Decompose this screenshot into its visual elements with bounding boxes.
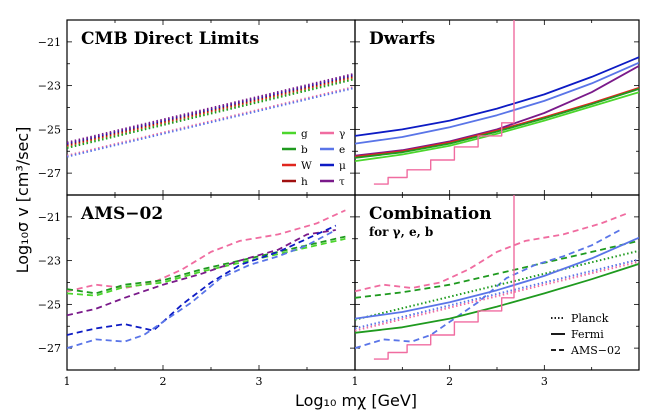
panel-cmb: −21 −23 −25 −27 CMB Direct Limits: [38, 19, 356, 196]
series-solid-line: [355, 91, 639, 162]
style-legend-label: Fermi: [571, 328, 604, 341]
series-dotted-line: [67, 77, 355, 148]
series-step-line: [373, 20, 515, 185]
panel-title: Combination: [369, 204, 492, 224]
legend-label: γ: [339, 128, 345, 140]
series-dashed-line: [67, 237, 346, 297]
series-solid-line: [355, 236, 639, 320]
panel-title: CMB Direct Limits: [81, 29, 259, 49]
y-tick-label: −21: [38, 211, 61, 224]
style-legend-label: Planck: [571, 312, 609, 325]
y-tick-label: −25: [38, 123, 61, 136]
series-dotted-line: [355, 260, 639, 332]
x-tick-label: 2: [446, 375, 453, 388]
series-solid-line: [355, 88, 639, 159]
series-solid-line: [355, 56, 639, 137]
series-dashed-line: [355, 240, 639, 299]
legend-label: b: [301, 144, 308, 156]
series-dotted-line: [67, 74, 355, 146]
series-dotted-line: [67, 75, 355, 147]
y-tick-label: −23: [38, 80, 61, 93]
x-axis-label: Log₁₀ mχ [GeV]: [295, 391, 417, 410]
series-dotted-line: [67, 85, 355, 157]
series-dashed-line: [67, 209, 346, 293]
series-dashed-line: [355, 229, 621, 349]
panel-subtitle: for γ, e, b: [369, 225, 433, 239]
panel-title: AMS−02: [80, 204, 163, 224]
series-solid-line: [355, 61, 639, 145]
panel-title: Dwarfs: [369, 29, 435, 49]
legend-label: g: [301, 128, 308, 140]
series-dotted-line: [355, 258, 639, 330]
x-tick-label: 3: [256, 375, 263, 388]
y-tick-label: −25: [38, 298, 61, 311]
channel-legend: g γ b e W μ h τ: [282, 128, 346, 188]
series-dashed-line: [67, 235, 346, 295]
series-step-line: [373, 195, 515, 360]
x-tick-label: 1: [352, 375, 359, 388]
series-dashed-line: [67, 229, 336, 317]
series-dotted-line: [355, 249, 639, 321]
y-axis-label: Log₁₀σ v [cm³/sec]: [13, 127, 32, 274]
x-tick-label: 2: [160, 375, 167, 388]
series-dotted-line: [67, 72, 355, 144]
series-dotted-line: [67, 78, 355, 149]
series-solid-line: [355, 65, 639, 157]
series-solid-line: [355, 86, 639, 158]
series-dashed-line: [67, 224, 337, 336]
legend-label: e: [339, 144, 345, 156]
series-dotted-line: [67, 73, 355, 145]
x-tick-label: 1: [64, 375, 71, 388]
x-tick-label: 3: [541, 375, 548, 388]
style-legend-label: AMS−02: [570, 344, 621, 357]
style-legend: Planck Fermi AMS−02: [551, 312, 621, 357]
series-dashed-line: [355, 211, 630, 293]
panel-dwarfs: Dwarfs: [354, 19, 640, 196]
y-tick-label: −21: [38, 36, 61, 49]
legend-label: τ: [339, 176, 345, 188]
legend-label: W: [301, 160, 312, 172]
legend-label: μ: [339, 160, 346, 172]
y-tick-label: −27: [38, 167, 61, 180]
panel-ams02: −21 −23 −25 −27 1 2 3 AMS−02: [38, 194, 356, 388]
y-tick-label: −27: [38, 342, 61, 355]
series-dotted-line: [67, 86, 355, 158]
y-tick-label: −23: [38, 255, 61, 268]
legend-label: h: [301, 176, 308, 188]
series-solid-line: [355, 263, 639, 334]
